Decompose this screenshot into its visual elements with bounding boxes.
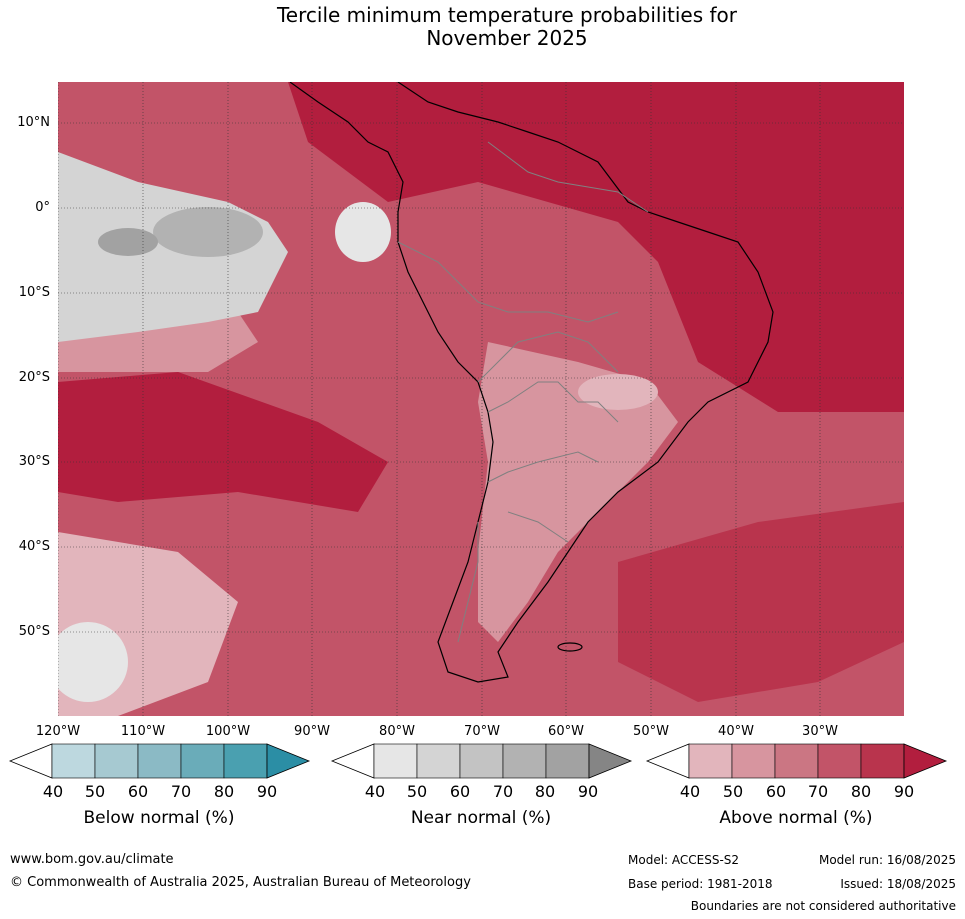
below-tick-60: 60 xyxy=(127,782,149,801)
above-tick-80: 80 xyxy=(850,782,872,801)
below-colorbar-extend-low xyxy=(8,743,53,779)
falkland-islands xyxy=(557,642,583,652)
title-line-1: Tercile minimum temperature probabilitie… xyxy=(276,3,738,27)
above-tick-50: 50 xyxy=(722,782,744,801)
below-normal-title: Below normal (%) xyxy=(83,808,235,828)
above-colorbar-segment xyxy=(860,743,905,779)
map-title: Tercile minimum temperature probabilitie… xyxy=(0,4,965,50)
above-colorbar-extend-low xyxy=(645,743,690,779)
lon-label-100w: 100°W xyxy=(205,724,251,739)
near-colorbar-segment xyxy=(459,743,504,779)
high-prob-region-north xyxy=(288,82,904,412)
lat-label-20s: 20°S xyxy=(18,370,50,385)
lat-label-30s: 30°S xyxy=(18,454,50,469)
near-normal-core-2 xyxy=(98,228,158,256)
lat-label-10n: 10°N xyxy=(17,115,50,130)
boundaries-note: Boundaries are not considered authoritat… xyxy=(690,899,956,913)
near-tick-60: 60 xyxy=(449,782,471,801)
land-light-patch xyxy=(578,374,658,410)
near-colorbar-extend-low xyxy=(330,743,375,779)
above-colorbar-segment xyxy=(731,743,776,779)
above-tick-60: 60 xyxy=(765,782,787,801)
lon-label-70w: 70°W xyxy=(464,724,500,739)
below-tick-50: 50 xyxy=(84,782,106,801)
lon-label-120w: 120°W xyxy=(35,724,81,739)
lat-label-50s: 50°S xyxy=(18,624,50,639)
below-tick-40: 40 xyxy=(42,782,64,801)
near-colorbar-segment xyxy=(545,743,590,779)
below-colorbar-extend-high xyxy=(266,743,311,779)
lat-label-0: 0° xyxy=(35,200,50,215)
base-period: Base period: 1981-2018 xyxy=(628,877,773,891)
lat-label-10s: 10°S xyxy=(18,285,50,300)
lon-label-60w: 60°W xyxy=(548,724,584,739)
near-tick-40: 40 xyxy=(364,782,386,801)
near-colorbar-segment xyxy=(373,743,418,779)
lon-label-90w: 90°W xyxy=(294,724,330,739)
near-colorbar-segment xyxy=(502,743,547,779)
above-normal-title: Above normal (%) xyxy=(719,808,873,828)
above-colorbar-segment xyxy=(774,743,819,779)
colorbars xyxy=(8,743,948,779)
near-tick-70: 70 xyxy=(492,782,514,801)
title-line-2: November 2025 xyxy=(426,26,588,50)
probability-map xyxy=(58,82,904,716)
land-interior-region xyxy=(478,342,678,642)
issued-date: Issued: 18/08/2025 xyxy=(840,877,956,891)
above-colorbar-extend-high xyxy=(903,743,948,779)
model-run-date: Model run: 16/08/2025 xyxy=(818,853,956,867)
below-tick-70: 70 xyxy=(170,782,192,801)
lon-label-80w: 80°W xyxy=(379,724,415,739)
near-normal-southwest xyxy=(58,622,128,702)
near-colorbar-segment xyxy=(416,743,461,779)
high-prob-region-southeast xyxy=(618,502,904,702)
country-borders xyxy=(397,141,649,643)
below-tick-90: 90 xyxy=(256,782,278,801)
lat-label-40s: 40°S xyxy=(18,539,50,554)
lon-label-50w: 50°W xyxy=(633,724,669,739)
above-tick-40: 40 xyxy=(679,782,701,801)
above-tick-90: 90 xyxy=(893,782,915,801)
near-normal-title: Near normal (%) xyxy=(410,808,552,828)
below-colorbar-segment xyxy=(94,743,139,779)
model-name: Model: ACCESS-S2 xyxy=(628,853,740,867)
bom-url: www.bom.gov.au/climate xyxy=(10,852,174,867)
near-tick-90: 90 xyxy=(577,782,599,801)
below-colorbar-segment xyxy=(180,743,225,779)
high-prob-region-west xyxy=(58,372,388,512)
above-colorbar-segment xyxy=(817,743,862,779)
lon-label-40w: 40°W xyxy=(718,724,754,739)
above-colorbar-segment xyxy=(688,743,733,779)
graticule xyxy=(58,82,904,716)
near-normal-core xyxy=(153,207,263,257)
near-normal-coastal xyxy=(335,202,391,262)
below-tick-80: 80 xyxy=(213,782,235,801)
below-colorbar-segment xyxy=(51,743,96,779)
below-colorbar-segment xyxy=(223,743,268,779)
lon-label-30w: 30°W xyxy=(802,724,838,739)
near-tick-80: 80 xyxy=(534,782,556,801)
near-colorbar-extend-high xyxy=(588,743,633,779)
near-tick-50: 50 xyxy=(406,782,428,801)
copyright-text: © Commonwealth of Australia 2025, Austra… xyxy=(10,875,471,890)
map-svg xyxy=(58,82,904,716)
below-colorbar-segment xyxy=(137,743,182,779)
lon-label-110w: 110°W xyxy=(120,724,166,739)
above-tick-70: 70 xyxy=(807,782,829,801)
